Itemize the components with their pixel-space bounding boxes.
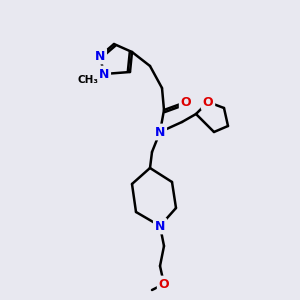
Text: N: N [99, 68, 109, 80]
Text: N: N [155, 220, 165, 232]
Text: N: N [155, 125, 165, 139]
Text: O: O [203, 95, 213, 109]
Text: O: O [159, 278, 169, 290]
Text: CH₃: CH₃ [77, 75, 98, 85]
Text: N: N [95, 50, 105, 62]
Text: O: O [181, 95, 191, 109]
